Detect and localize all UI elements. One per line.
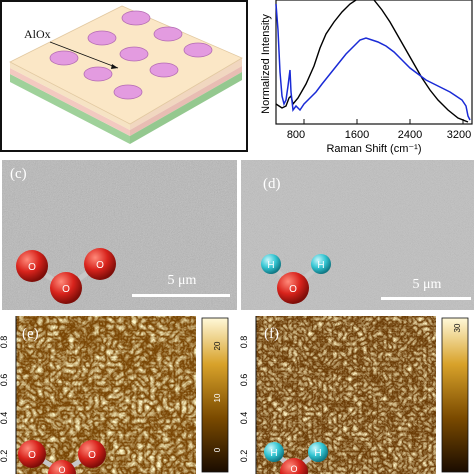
y-tick-label: 0.8 xyxy=(239,336,249,349)
hydrogen-atom-icon xyxy=(308,442,328,462)
afm-image-f: 0.8 0.6 0.4 0.2 (f) 30 H H O xyxy=(239,316,469,474)
cbar-tick-label: 20 xyxy=(213,341,222,350)
plot-frame xyxy=(275,0,473,125)
x-tick-label: 800 xyxy=(287,129,305,141)
raman-chart: 800 1600 2400 3200 Raman Shift (cm⁻¹) No… xyxy=(260,0,473,155)
x-tick-label: 2400 xyxy=(398,129,422,141)
oxygen-atom-icon xyxy=(277,272,309,304)
y-tick-label: 0.4 xyxy=(0,412,9,425)
panel-label-e: (e) xyxy=(22,326,39,342)
afm-texture xyxy=(16,316,196,474)
black-spectrum xyxy=(275,0,357,109)
schematic-panel: AlOx xyxy=(0,0,248,152)
disc xyxy=(153,26,183,42)
black-spectrum-tail xyxy=(373,0,469,123)
x-ticks xyxy=(303,119,464,124)
slab-left-pink xyxy=(10,68,130,136)
panel-label-d: (d) xyxy=(263,176,281,192)
atom-label: O xyxy=(58,465,65,474)
disc xyxy=(49,50,79,66)
afm-panel-e: 0.8 0.6 0.4 0.2 (e) 20 10 0 O O O xyxy=(0,312,237,474)
atom-label: O xyxy=(28,450,36,461)
sem-panel-c: (c) 5 μm O O O xyxy=(2,160,237,310)
scale-label-c: 5 μm xyxy=(168,273,197,288)
oxygen-atom-icon xyxy=(18,440,46,468)
oxygen-atom-icon xyxy=(50,272,82,304)
disc xyxy=(149,62,179,78)
x-axis-label: Raman Shift (cm⁻¹) xyxy=(326,143,421,155)
atom-label: O xyxy=(88,450,96,461)
sem-texture xyxy=(2,160,237,310)
sem-image-d: (d) 5 μm H H O xyxy=(241,160,474,310)
oxygen-atom-icon xyxy=(48,460,76,474)
afm-texture xyxy=(256,316,436,474)
slab-right-green xyxy=(130,72,242,144)
disc xyxy=(113,84,143,100)
colorbar-f xyxy=(441,317,469,473)
scale-bar-d xyxy=(381,297,471,300)
water-molecule-icon: H H O xyxy=(264,442,328,474)
atom-label: H xyxy=(314,448,321,459)
slab-left-green xyxy=(10,74,130,144)
y-tick-label: 0.4 xyxy=(239,412,249,425)
disc xyxy=(119,46,149,62)
y-tick-label: 0.8 xyxy=(0,336,9,349)
atom-label: O xyxy=(290,464,297,474)
cbar-tick-label: 30 xyxy=(453,323,462,332)
slab-right-pink xyxy=(130,66,242,136)
scale-label-d: 5 μm xyxy=(413,277,442,292)
alox-label: AlOx xyxy=(24,27,51,41)
y-tick-label: 0.6 xyxy=(239,374,249,387)
hydrogen-atom-icon xyxy=(264,442,284,462)
disc xyxy=(183,42,213,58)
atom-label: H xyxy=(267,260,274,271)
oxygen-atom-icon xyxy=(78,440,106,468)
blue-spectrum xyxy=(275,3,471,121)
hydrogen-atom-icon xyxy=(311,254,331,274)
atom-label: O xyxy=(289,284,297,295)
substrate-schematic: AlOx xyxy=(9,5,243,144)
slab-top xyxy=(9,5,243,125)
disc xyxy=(83,66,113,82)
y-tick-label: 0.2 xyxy=(0,450,9,463)
alox-pointer xyxy=(49,41,119,69)
atom-label: H xyxy=(317,260,324,271)
x-tick-label: 3200 xyxy=(447,129,471,141)
afm-panel-f: 0.8 0.6 0.4 0.2 (f) 30 H H O xyxy=(238,312,474,474)
oxygen-atom-icon xyxy=(16,250,48,282)
colorbar-e xyxy=(201,317,229,473)
disc-array xyxy=(49,10,213,100)
water-molecule-icon: H H O xyxy=(261,254,331,304)
y-tick-label: 0.2 xyxy=(239,450,249,463)
disc xyxy=(87,30,117,46)
afm-image-e: 0.8 0.6 0.4 0.2 (e) 20 10 0 O O O xyxy=(0,316,229,474)
atom-label: H xyxy=(270,448,277,459)
raman-panel: 800 1600 2400 3200 Raman Shift (cm⁻¹) No… xyxy=(256,0,474,160)
sem-image-c: (c) 5 μm O O O xyxy=(2,160,237,310)
panel-label-c: (c) xyxy=(10,166,27,182)
slab-right-tan xyxy=(130,58,242,130)
hydrogen-atom-icon xyxy=(261,254,281,274)
ozone-molecule-icon: O O O xyxy=(16,248,116,304)
ozone-molecule-icon: O O O xyxy=(18,440,106,474)
disc xyxy=(121,10,151,26)
panel-label-f: (f) xyxy=(264,326,279,342)
atom-label: O xyxy=(28,262,36,273)
y-axis-label: Normalized Intensity xyxy=(260,14,272,114)
oxygen-atom-icon xyxy=(84,248,116,280)
alox-arrowhead xyxy=(111,64,118,69)
atom-label: O xyxy=(62,284,70,295)
sem-panel-d: (d) 5 μm H H O xyxy=(241,160,474,310)
scale-bar-c xyxy=(132,294,230,297)
x-tick-label: 1600 xyxy=(345,129,369,141)
cbar-tick-label: 10 xyxy=(213,393,222,402)
atom-label: O xyxy=(96,260,104,271)
cbar-tick-label: 0 xyxy=(213,447,222,452)
oxygen-atom-icon xyxy=(280,458,308,474)
slab-left-tan xyxy=(10,62,130,130)
y-tick-label: 0.6 xyxy=(0,374,9,387)
